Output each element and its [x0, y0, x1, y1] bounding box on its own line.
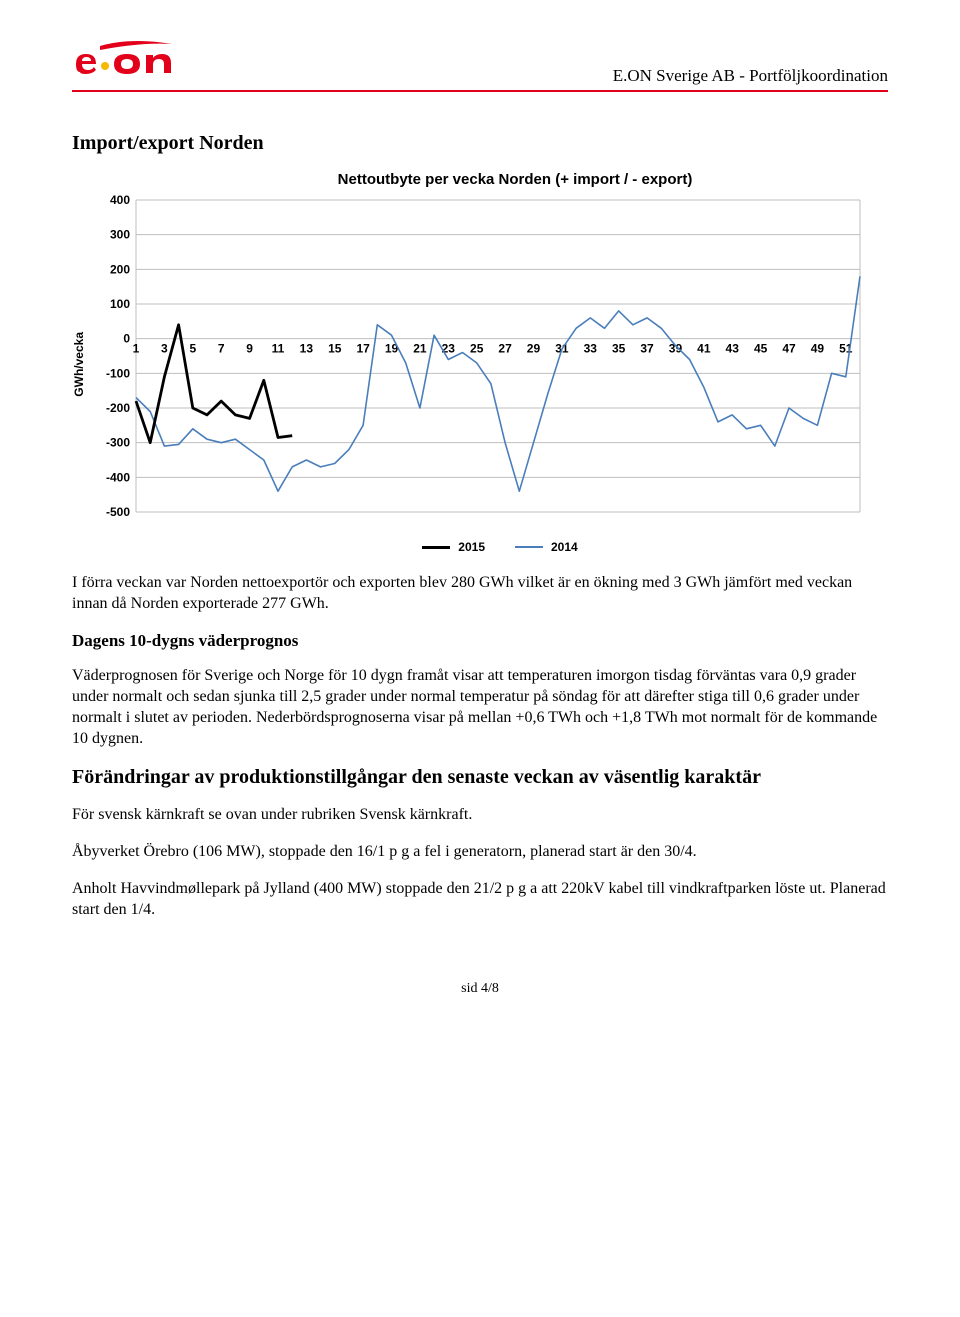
svg-text:25: 25	[470, 342, 484, 356]
svg-text:1: 1	[133, 342, 140, 356]
svg-text:400: 400	[110, 194, 130, 207]
svg-text:41: 41	[697, 342, 711, 356]
svg-text:-400: -400	[106, 470, 130, 484]
svg-text:45: 45	[754, 342, 768, 356]
chart-title: Nettoutbyte per vecka Norden (+ import /…	[142, 171, 888, 188]
para-karnkraft: För svensk kärnkraft se ovan under rubri…	[72, 804, 888, 825]
svg-text:0: 0	[123, 332, 130, 346]
chart-y-axis-label: GWh/vecka	[72, 332, 86, 397]
svg-text:5: 5	[189, 342, 196, 356]
svg-text:49: 49	[811, 342, 825, 356]
svg-text:9: 9	[246, 342, 253, 356]
svg-text:35: 35	[612, 342, 626, 356]
svg-text:23: 23	[442, 342, 456, 356]
eon-logo	[72, 40, 202, 86]
svg-text:3: 3	[161, 342, 168, 356]
svg-text:7: 7	[218, 342, 225, 356]
svg-text:-500: -500	[106, 505, 130, 519]
svg-text:13: 13	[300, 342, 314, 356]
para-anholt: Anholt Havvindmøllepark på Jylland (400 …	[72, 878, 888, 920]
svg-text:33: 33	[584, 342, 598, 356]
subhead-weather: Dagens 10-dygns väderprognos	[72, 630, 888, 652]
svg-text:-100: -100	[106, 366, 130, 380]
legend-item-2014: 2014	[515, 540, 578, 554]
section-title: Import/export Norden	[72, 132, 888, 155]
svg-text:17: 17	[356, 342, 370, 356]
svg-text:11: 11	[272, 342, 285, 356]
chart-legend: 2015 2014	[112, 540, 888, 554]
page-header: E.ON Sverige AB - Portföljkoordination	[72, 40, 888, 86]
svg-text:100: 100	[110, 297, 130, 311]
body-text: I förra veckan var Norden nettoexportör …	[72, 572, 888, 921]
svg-text:300: 300	[110, 228, 130, 242]
para-abyverket: Åbyverket Örebro (106 MW), stoppade den …	[72, 841, 888, 862]
svg-text:27: 27	[498, 342, 512, 356]
svg-text:-200: -200	[106, 401, 130, 415]
header-company-text: E.ON Sverige AB - Portföljkoordination	[613, 66, 888, 86]
subhead-production: Förändringar av produktionstillgångar de…	[72, 765, 888, 790]
legend-item-2015: 2015	[422, 540, 485, 554]
svg-text:29: 29	[527, 342, 541, 356]
legend-label: 2014	[551, 540, 578, 554]
svg-text:21: 21	[413, 342, 427, 356]
svg-text:43: 43	[726, 342, 740, 356]
svg-text:37: 37	[640, 342, 654, 356]
header-divider	[72, 90, 888, 92]
page-footer: sid 4/8	[72, 981, 888, 997]
svg-text:200: 200	[110, 262, 130, 276]
legend-label: 2015	[458, 540, 485, 554]
svg-text:-300: -300	[106, 436, 130, 450]
para-weather: Väderprognosen för Sverige och Norge för…	[72, 665, 888, 749]
svg-text:39: 39	[669, 342, 683, 356]
para-intro: I förra veckan var Norden nettoexportör …	[72, 572, 888, 614]
chart-canvas: 4003002001000-100-200-300-400-5001357911…	[92, 194, 872, 534]
svg-text:47: 47	[782, 342, 796, 356]
svg-text:15: 15	[328, 342, 342, 356]
nettoutbyte-chart: Nettoutbyte per vecka Norden (+ import /…	[72, 171, 888, 554]
